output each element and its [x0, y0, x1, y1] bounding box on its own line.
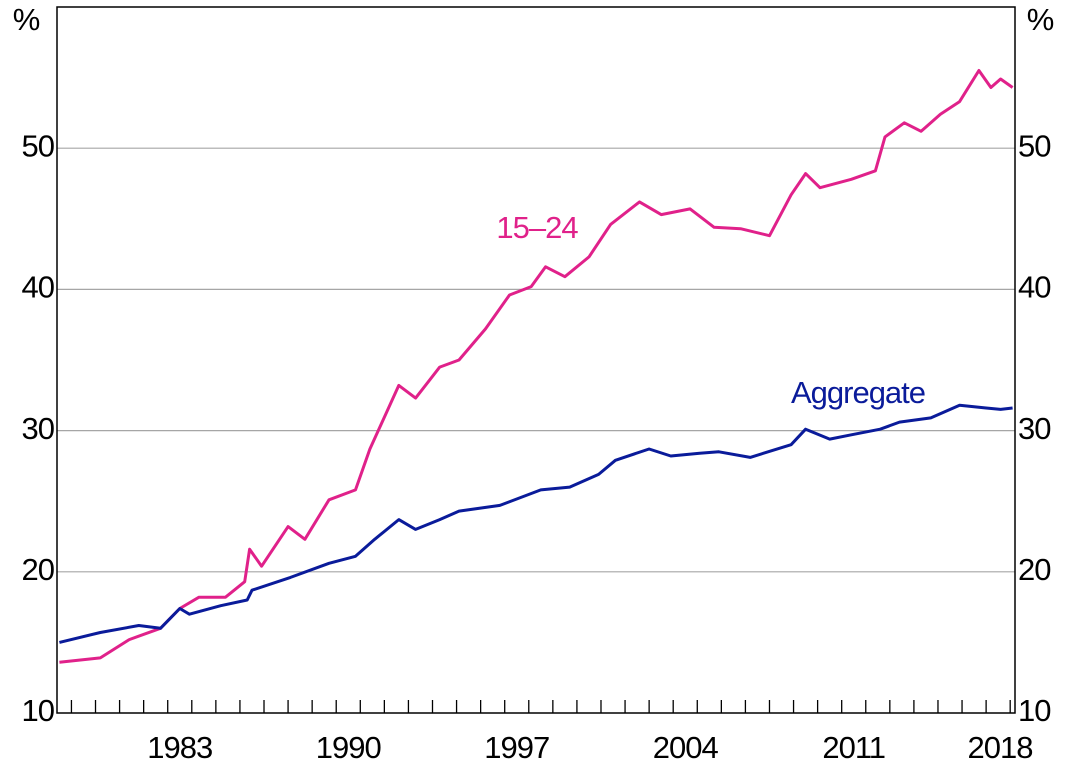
y2-tick-label: 40 [1018, 270, 1051, 305]
y-unit-right: % [1027, 2, 1054, 37]
plot-frame [56, 6, 1016, 714]
y-tick-label: 50 [22, 128, 55, 163]
series-line [59, 403, 1013, 644]
y2-tick-label: 20 [1018, 552, 1051, 587]
y-tick-label: 30 [22, 411, 55, 446]
x-tick-label: 2018 [968, 730, 1033, 765]
y2-tick-label: 50 [1018, 128, 1051, 163]
y2-tick-label: 10 [1018, 693, 1051, 728]
series-line [59, 69, 1014, 664]
y-tick-label: 20 [22, 552, 55, 587]
x-tick-label: 2011 [822, 730, 885, 765]
series-label: 15–24 [496, 210, 578, 245]
x-tick-label: 1983 [147, 730, 212, 765]
y2-tick-label: 30 [1018, 411, 1051, 446]
y-unit-left: % [13, 2, 40, 37]
x-tick-label: 2004 [653, 730, 719, 765]
y-tick-label: 40 [22, 270, 55, 305]
series-label: Aggregate [791, 375, 925, 410]
x-tick-label: 1990 [316, 730, 382, 765]
x-tick-label: 1997 [484, 730, 549, 765]
y-tick-label: 10 [22, 693, 55, 728]
